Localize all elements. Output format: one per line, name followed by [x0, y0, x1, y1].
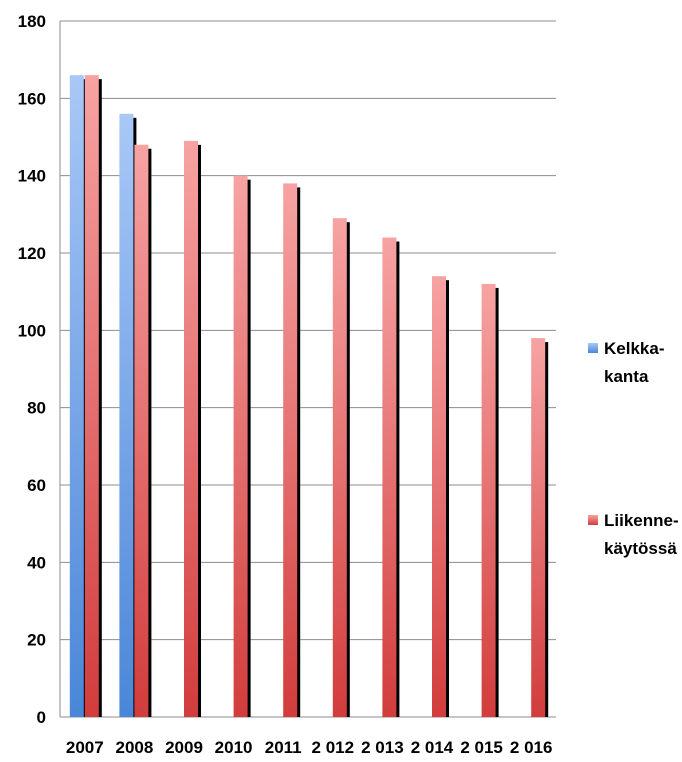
- legend-label: käytössä: [604, 539, 677, 558]
- legend-label: kanta: [604, 367, 649, 386]
- x-tick-label: 2011: [265, 738, 302, 757]
- legend-label: Kelkka-: [604, 339, 664, 358]
- y-tick-label: 180: [18, 12, 46, 31]
- bar-liikennekaytossa-2011: [283, 183, 298, 717]
- x-tick-label: 2009: [165, 738, 203, 757]
- x-tick-label: 2007: [66, 738, 104, 757]
- x-tick-label: 2008: [115, 738, 153, 757]
- y-tick-label: 40: [27, 553, 46, 572]
- x-tick-label: 2 016: [510, 738, 553, 757]
- bar-liikennekaytossa-2009: [184, 140, 198, 717]
- bar-liikennekaytossa-2013: [382, 237, 397, 718]
- y-tick-label: 160: [18, 89, 46, 108]
- y-axis-ticks: 0 20 40 60 80 100 120 140 160 180: [18, 12, 46, 727]
- y-tick-label: 80: [27, 399, 46, 418]
- y-tick-label: 100: [18, 321, 46, 340]
- bars: [69, 75, 549, 718]
- x-tick-label: 2 014: [411, 738, 454, 757]
- bar-liikennekaytossa-2008: [134, 144, 149, 717]
- bar-liikennekaytossa-2007: [84, 75, 99, 718]
- bar-liikennekaytossa-2012: [332, 218, 347, 717]
- y-tick-label: 120: [18, 244, 46, 263]
- bar-kelkkakanta-2008: [119, 113, 134, 718]
- x-axis-ticks: 2007 2008 2009 2010 2011 2 012 2 013 2 014 2 015…: [66, 738, 553, 757]
- legend-label: Liikenne-: [604, 511, 679, 530]
- x-tick-label: 2 013: [361, 738, 404, 757]
- bar-kelkkakanta-2007: [69, 75, 84, 718]
- y-tick-label: 140: [18, 167, 46, 186]
- legend-swatch: [588, 515, 598, 525]
- y-tick-label: 0: [37, 708, 46, 727]
- bar-liikennekaytossa-2016: [531, 338, 546, 717]
- legend: Kelkka-kanta Liikenne-käytössä: [588, 339, 679, 558]
- y-tick-label: 20: [27, 631, 46, 650]
- x-tick-label: 2 012: [312, 738, 355, 757]
- bar-liikennekaytossa-2010: [233, 175, 248, 717]
- x-tick-label: 2010: [215, 738, 253, 757]
- legend-swatch: [588, 343, 598, 353]
- bar-liikennekaytossa-2014: [432, 276, 446, 717]
- y-tick-label: 60: [27, 476, 46, 495]
- bar-liikennekaytossa-2015: [481, 283, 496, 717]
- x-tick-label: 2 015: [460, 738, 503, 757]
